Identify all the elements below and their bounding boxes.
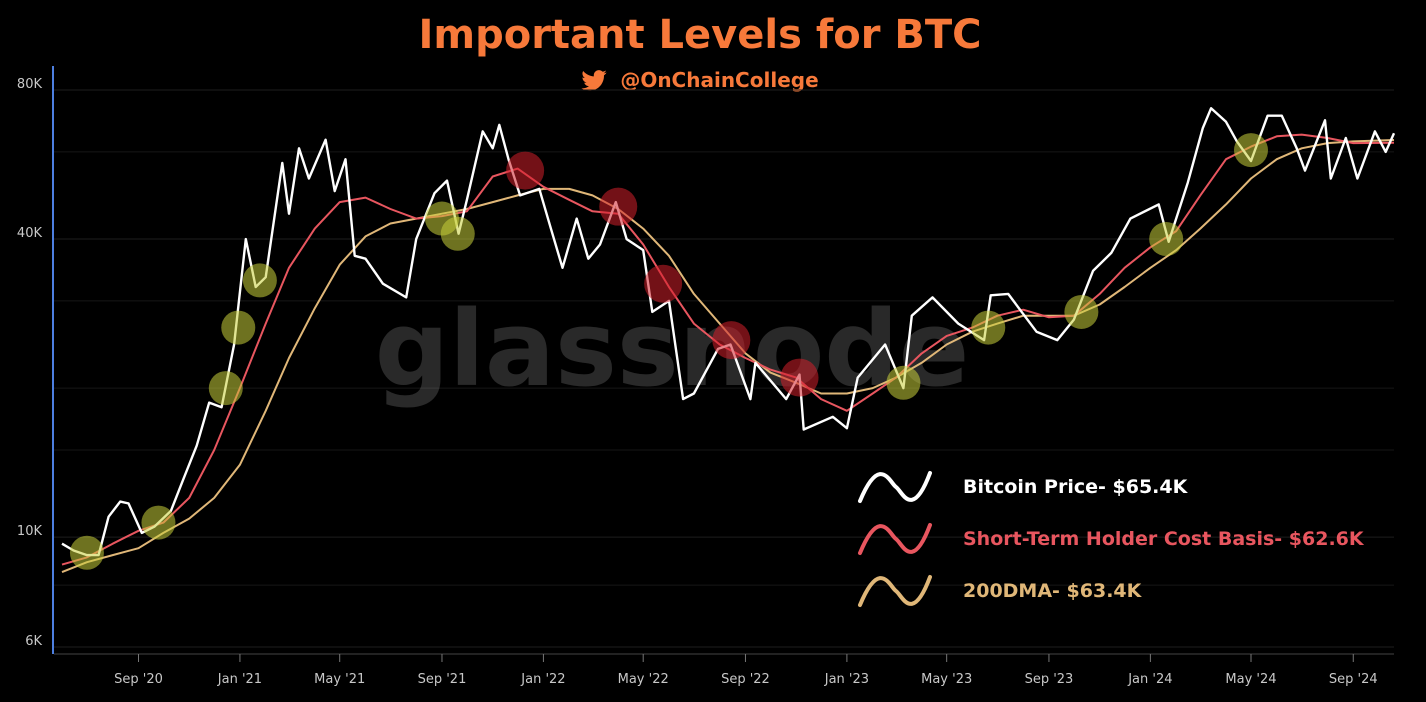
support-touch-marker: [1064, 294, 1099, 329]
support-touch-marker: [440, 216, 475, 251]
x-tick-label: Jan '21: [217, 672, 262, 687]
legend-btc-price-label: Bitcoin Price- $65.4K: [963, 476, 1189, 498]
x-axis-ticks: Sep '20 Jan '21 May '21 Sep '21 Jan '22 May '…: [114, 654, 1378, 687]
dma200-line: [61, 139, 1395, 574]
support-touch-marker: [141, 505, 176, 540]
legend: Bitcoin Price- $65.4K Short-Term Holder C…: [858, 471, 1365, 607]
x-tick-label: Sep '20: [114, 672, 163, 687]
x-tick-label: May '22: [618, 672, 669, 687]
legend-btc-price-swatch: [858, 471, 932, 503]
x-tick-label: Jan '22: [520, 672, 565, 687]
resistance-touch-marker: [644, 264, 683, 303]
x-tick-label: Sep '23: [1025, 672, 1074, 687]
y-tick-label: 10K: [17, 524, 43, 539]
twitter-bird-icon: [581, 70, 607, 91]
x-tick-label: May '24: [1225, 672, 1276, 687]
resistance-touch-marker: [780, 358, 819, 397]
support-touch-marker: [242, 263, 277, 298]
resistance-touch-marker: [712, 321, 751, 360]
author-handle: @OnChainCollege: [620, 68, 819, 92]
y-tick-label: 80K: [17, 77, 43, 92]
resistance-touch-marker: [506, 151, 545, 190]
support-touch-marker: [1149, 222, 1184, 257]
x-tick-label: Sep '24: [1329, 672, 1378, 687]
x-tick-label: Sep '22: [721, 672, 770, 687]
support-touch-marker: [221, 310, 256, 345]
y-axis-ticks: 80K 40K 10K 6K: [17, 77, 43, 649]
watermark: glassnode: [375, 288, 970, 410]
y-tick-label: 6K: [25, 634, 42, 649]
legend-sth-cost-basis-label: Short-Term Holder Cost Basis- $62.6K: [963, 528, 1365, 550]
x-tick-label: Sep '21: [418, 672, 467, 687]
grid: [54, 89, 1394, 655]
legend-200dma-label: 200DMA- $63.4K: [963, 580, 1143, 602]
support-touch-marker: [69, 535, 104, 570]
x-tick-label: May '21: [314, 672, 365, 687]
chart-title: Important Levels for BTC: [418, 12, 982, 58]
legend-sth-cost-basis-swatch: [858, 523, 932, 555]
support-touch-marker: [1233, 133, 1268, 168]
legend-200dma-swatch: [858, 575, 932, 607]
support-touch-marker: [208, 371, 243, 406]
markers-layer: [69, 133, 1268, 570]
support-touch-marker: [971, 310, 1006, 345]
x-tick-label: May '23: [921, 672, 972, 687]
support-touch-marker: [886, 365, 921, 400]
y-tick-label: 40K: [17, 226, 43, 241]
x-tick-label: Jan '23: [824, 672, 869, 687]
author-handle-row: @OnChainCollege: [0, 68, 1400, 92]
x-tick-label: Jan '24: [1127, 672, 1172, 687]
resistance-touch-marker: [599, 187, 638, 226]
